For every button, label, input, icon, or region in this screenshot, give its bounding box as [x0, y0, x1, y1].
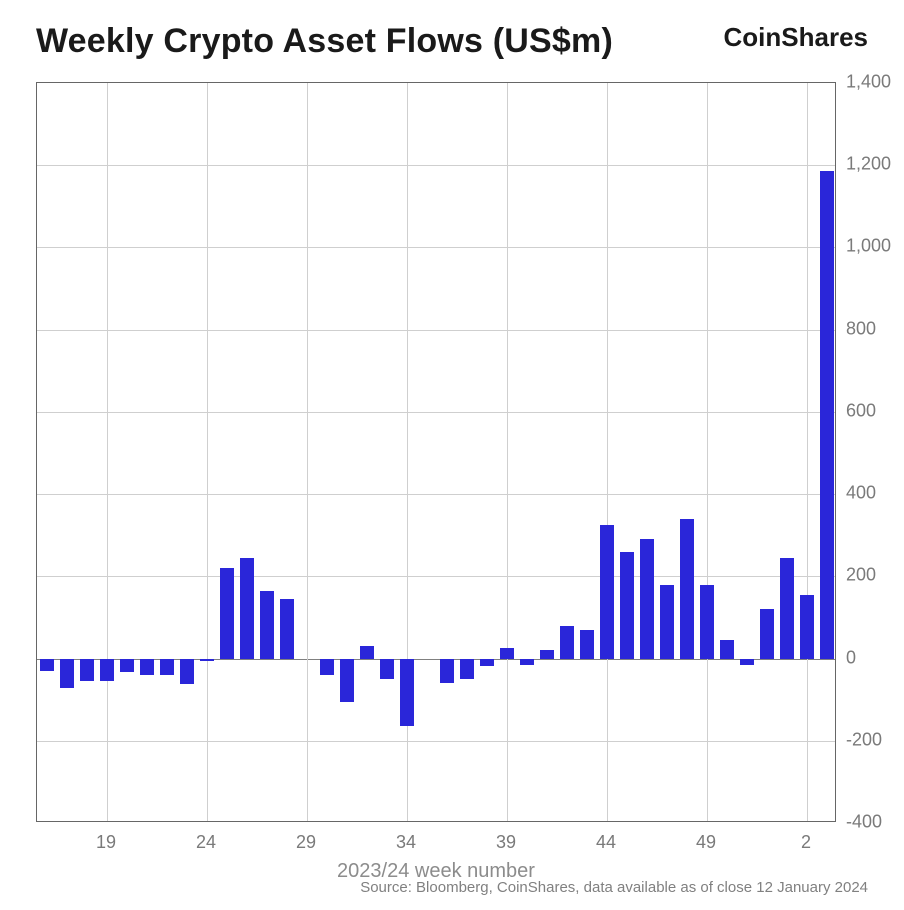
bar [540, 650, 554, 658]
bar [600, 525, 614, 659]
y-tick-label: 400 [846, 483, 876, 504]
bar [480, 659, 494, 666]
bar [380, 659, 394, 680]
gridline-vertical [607, 83, 608, 821]
bar [320, 659, 334, 675]
y-tick-label: 800 [846, 318, 876, 339]
x-tick-label: 49 [696, 832, 716, 853]
bar [820, 171, 834, 658]
bar [100, 659, 114, 682]
y-tick-label: -200 [846, 729, 882, 750]
bar [180, 659, 194, 684]
source-attribution: Source: Bloomberg, CoinShares, data avai… [360, 879, 868, 896]
y-tick-label: 1,000 [846, 236, 891, 257]
bar [460, 659, 474, 680]
bar [760, 609, 774, 658]
gridline-horizontal [37, 165, 835, 166]
bar [280, 599, 294, 659]
y-tick-label: 600 [846, 400, 876, 421]
bar [640, 539, 654, 658]
gridline-vertical [507, 83, 508, 821]
bar [220, 568, 234, 658]
gridline-horizontal [37, 247, 835, 248]
bar [500, 648, 514, 658]
bar [740, 659, 754, 665]
bar [240, 558, 254, 659]
y-tick-label: -400 [846, 812, 882, 833]
x-tick-label: 44 [596, 832, 616, 853]
bar [700, 585, 714, 659]
x-tick-label: 19 [96, 832, 116, 853]
gridline-vertical [807, 83, 808, 821]
bar [200, 659, 214, 661]
y-tick-label: 1,200 [846, 154, 891, 175]
bar [520, 659, 534, 665]
gridline-vertical [207, 83, 208, 821]
zero-line [37, 659, 835, 660]
bar [660, 585, 674, 659]
bar [360, 646, 374, 658]
bar [620, 552, 634, 659]
gridline-vertical [307, 83, 308, 821]
bar [680, 519, 694, 659]
bar [160, 659, 174, 675]
bar [140, 659, 154, 675]
x-tick-label: 34 [396, 832, 416, 853]
bar [580, 630, 594, 659]
gridline-horizontal [37, 576, 835, 577]
bar [780, 558, 794, 659]
bar [260, 591, 274, 659]
bar [440, 659, 454, 684]
y-tick-label: 0 [846, 647, 856, 668]
brand-logo: CoinShares [724, 22, 869, 53]
bar [120, 659, 134, 673]
bar [40, 659, 54, 671]
y-tick-label: 1,400 [846, 72, 891, 93]
bar [720, 640, 734, 659]
x-tick-label: 24 [196, 832, 216, 853]
bar [340, 659, 354, 702]
gridline-horizontal [37, 494, 835, 495]
gridline-horizontal [37, 330, 835, 331]
x-tick-label: 39 [496, 832, 516, 853]
gridline-horizontal [37, 741, 835, 742]
bar [560, 626, 574, 659]
x-tick-label: 29 [296, 832, 316, 853]
gridline-vertical [707, 83, 708, 821]
y-tick-label: 200 [846, 565, 876, 586]
chart-title: Weekly Crypto Asset Flows (US$m) [36, 22, 613, 61]
bar [80, 659, 94, 682]
gridline-vertical [107, 83, 108, 821]
bar [400, 659, 414, 727]
bar [60, 659, 74, 689]
gridline-horizontal [37, 412, 835, 413]
x-tick-label: 2 [801, 832, 811, 853]
bar [800, 595, 814, 659]
chart-plot-area [36, 82, 836, 822]
